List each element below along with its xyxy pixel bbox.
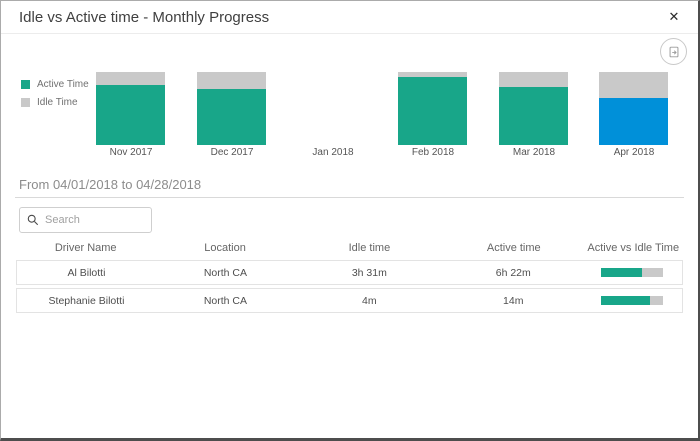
chart-legend: Active Time Idle Time — [21, 79, 89, 115]
chart-bar-slot: Feb 2018 — [383, 61, 483, 169]
legend-label: Idle Time — [37, 97, 78, 108]
active-idle-ratio-bar — [601, 268, 664, 277]
close-icon[interactable]: ✕ — [668, 9, 680, 24]
dialog-titlebar: Idle vs Active time - Monthly Progress ✕ — [1, 1, 698, 34]
active-segment[interactable] — [96, 85, 165, 145]
table-row[interactable]: Stephanie Bilotti North CA 4m 14m — [16, 288, 683, 313]
export-report-icon — [669, 46, 678, 57]
month-axis-label: Dec 2017 — [210, 147, 254, 158]
active-time-cell: 14m — [503, 294, 524, 307]
column-header-idle-time[interactable]: Idle time — [348, 242, 391, 254]
month-axis-label: Jan 2018 — [312, 147, 354, 158]
ratio-bar-active-fill — [601, 296, 650, 305]
search-input[interactable] — [45, 214, 144, 226]
idle-segment[interactable] — [499, 72, 568, 88]
month-axis-label: Feb 2018 — [411, 147, 455, 158]
chart-bar-slot: Nov 2017 — [81, 61, 181, 169]
column-header-active-vs-idle[interactable]: Active vs Idle Time — [587, 242, 680, 254]
month-axis-label: Mar 2018 — [512, 147, 556, 158]
idle-segment[interactable] — [197, 72, 266, 89]
active-segment[interactable] — [599, 98, 668, 145]
stacked-bar[interactable] — [96, 72, 165, 145]
active-vs-idle-cell — [583, 268, 682, 277]
monthly-progress-chart: Active Time Idle Time Nov 2017 Dec 2017 Ja… — [1, 61, 698, 169]
ratio-bar-active-fill — [601, 268, 642, 277]
idle-segment[interactable] — [398, 72, 467, 78]
stacked-bar[interactable] — [197, 72, 266, 145]
month-axis-label: Nov 2017 — [109, 147, 153, 158]
column-header-active-time[interactable]: Active time — [486, 242, 541, 254]
idle-time-cell: 4m — [362, 294, 377, 307]
location-cell: North CA — [203, 294, 248, 307]
month-axis-label: Apr 2018 — [613, 147, 655, 158]
table-body: Al Bilotti North CA 3h 31m 6h 22m Stephanie … — [16, 260, 683, 316]
date-range-label: From 04/01/2018 to 04/28/2018 — [19, 177, 202, 192]
search-icon — [27, 214, 39, 226]
table-header: Driver Name Location Idle time Active ti… — [16, 242, 683, 254]
driver-name-cell: Al Bilotti — [67, 266, 106, 279]
search-box — [19, 207, 152, 233]
active-vs-idle-cell — [583, 296, 682, 305]
idle-time-cell: 3h 31m — [351, 266, 387, 279]
chart-bar-slot: Mar 2018 — [484, 61, 584, 169]
legend-label: Active Time — [37, 79, 89, 90]
chart-bar-slot: Jan 2018 — [283, 61, 383, 169]
column-header-driver-name[interactable]: Driver Name — [54, 242, 117, 254]
idle-segment[interactable] — [599, 72, 668, 99]
legend-item-active-time[interactable]: Active Time — [21, 79, 89, 90]
dialog-title: Idle vs Active time - Monthly Progress — [19, 8, 270, 26]
stacked-bar[interactable] — [599, 72, 668, 145]
chart-bar-slot: Dec 2017 — [182, 61, 282, 169]
column-header-location[interactable]: Location — [204, 242, 246, 254]
stacked-bar[interactable] — [398, 72, 467, 145]
location-cell: North CA — [203, 266, 248, 279]
active-time-swatch — [21, 80, 30, 89]
chart-plot-area: Nov 2017 Dec 2017 Jan 2018 Feb 2018 Mar 2018… — [1, 61, 698, 169]
active-time-cell: 6h 22m — [495, 266, 531, 279]
idle-segment[interactable] — [96, 72, 165, 86]
export-button[interactable] — [660, 38, 687, 65]
active-segment[interactable] — [197, 88, 266, 145]
idle-time-swatch — [21, 98, 30, 107]
legend-item-idle-time[interactable]: Idle Time — [21, 97, 89, 108]
stacked-bar[interactable] — [499, 72, 568, 145]
active-segment[interactable] — [398, 77, 467, 145]
driver-name-cell: Stephanie Bilotti — [48, 294, 125, 307]
active-idle-ratio-bar — [601, 296, 664, 305]
table-row[interactable]: Al Bilotti North CA 3h 31m 6h 22m — [16, 260, 683, 285]
chart-bar-slot: Apr 2018 — [584, 61, 684, 169]
active-segment[interactable] — [499, 87, 568, 145]
section-divider — [15, 197, 684, 198]
